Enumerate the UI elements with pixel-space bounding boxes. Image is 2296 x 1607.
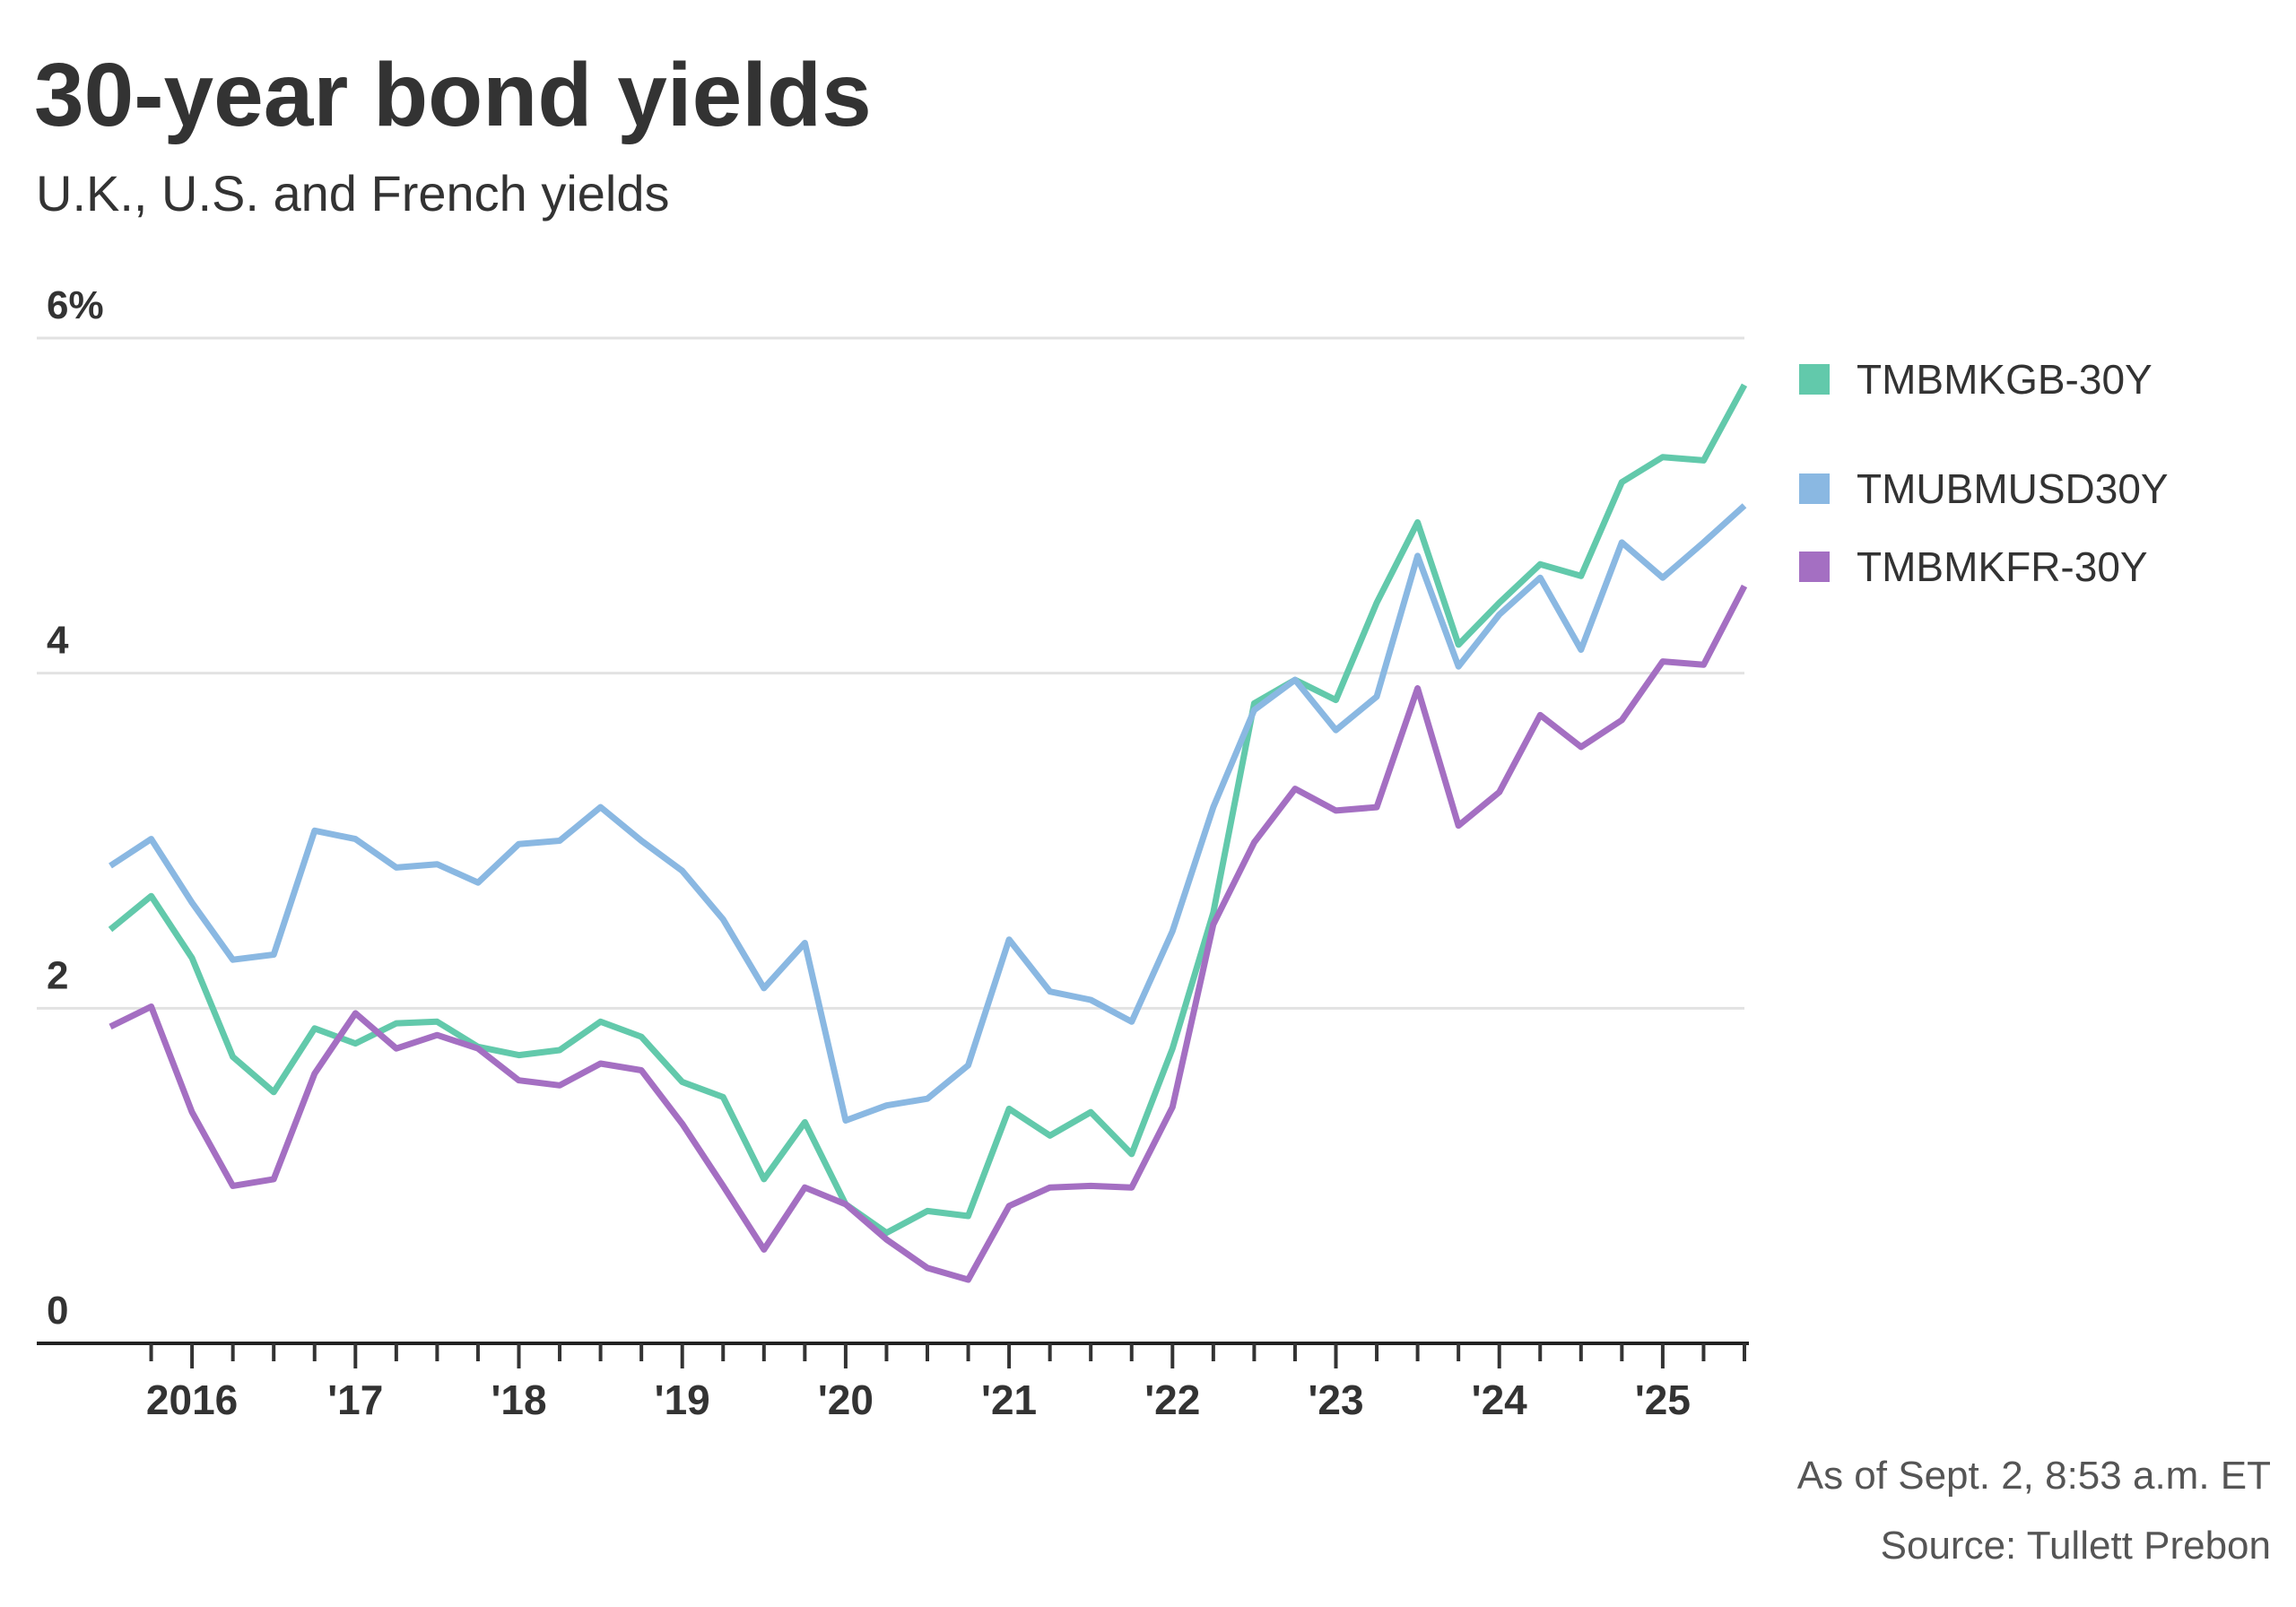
y-axis-ticks: 0 2 4 6% bbox=[47, 283, 104, 1333]
legend-label: TMUBMUSD30Y bbox=[1857, 465, 2169, 512]
source-note: Source: Tullett Prebon bbox=[1881, 1524, 2271, 1568]
y-tick-label: 2 bbox=[47, 953, 68, 997]
x-tick-label: '20 bbox=[818, 1377, 874, 1423]
x-tick-label: '23 bbox=[1308, 1377, 1363, 1423]
legend-item: TMBMKGB-30Y bbox=[1799, 356, 2152, 403]
legend-swatch bbox=[1799, 364, 1830, 395]
legend-swatch bbox=[1799, 473, 1830, 504]
x-axis: 2016 '17 '18 '19 '20 '21 '22 '23 '24 '25 bbox=[37, 1342, 1749, 1423]
legend-swatch bbox=[1799, 552, 1830, 582]
x-tick-label: '21 bbox=[981, 1377, 1037, 1423]
chart-subtitle: U.K., U.S. and French yields bbox=[36, 165, 670, 222]
x-tick-label: '24 bbox=[1472, 1377, 1528, 1423]
legend-item: TMUBMUSD30Y bbox=[1799, 465, 2169, 512]
timestamp-note: As of Sept. 2, 8:53 a.m. ET bbox=[1797, 1454, 2271, 1498]
y-tick-label: 6% bbox=[47, 283, 104, 327]
series-line-tmbmkgb-30y bbox=[108, 383, 1748, 1237]
y-tick-label: 0 bbox=[47, 1289, 68, 1333]
legend-label: TMBMKFR-30Y bbox=[1857, 543, 2148, 590]
legend: TMBMKGB-30Y TMUBMUSD30Y TMBMKFR-30Y bbox=[1799, 356, 2169, 590]
x-tick-label: '25 bbox=[1635, 1377, 1691, 1423]
y-tick-label: 4 bbox=[47, 619, 69, 663]
x-tick-label: '18 bbox=[491, 1377, 546, 1423]
x-tick-label: '22 bbox=[1144, 1377, 1200, 1423]
legend-label: TMBMKGB-30Y bbox=[1857, 356, 2152, 403]
x-tick-label: '17 bbox=[327, 1377, 383, 1423]
series-line-tmubmusd30y bbox=[109, 503, 1747, 1124]
x-tick-label: '19 bbox=[655, 1377, 710, 1423]
x-tick-label: 2016 bbox=[146, 1377, 238, 1423]
gridlines bbox=[37, 336, 1744, 1010]
series-lines bbox=[108, 383, 1748, 1283]
series-line-tmbmkfr-30y bbox=[109, 584, 1748, 1283]
chart-title: 30-year bond yields bbox=[34, 45, 872, 145]
legend-item: TMBMKFR-30Y bbox=[1799, 543, 2148, 590]
